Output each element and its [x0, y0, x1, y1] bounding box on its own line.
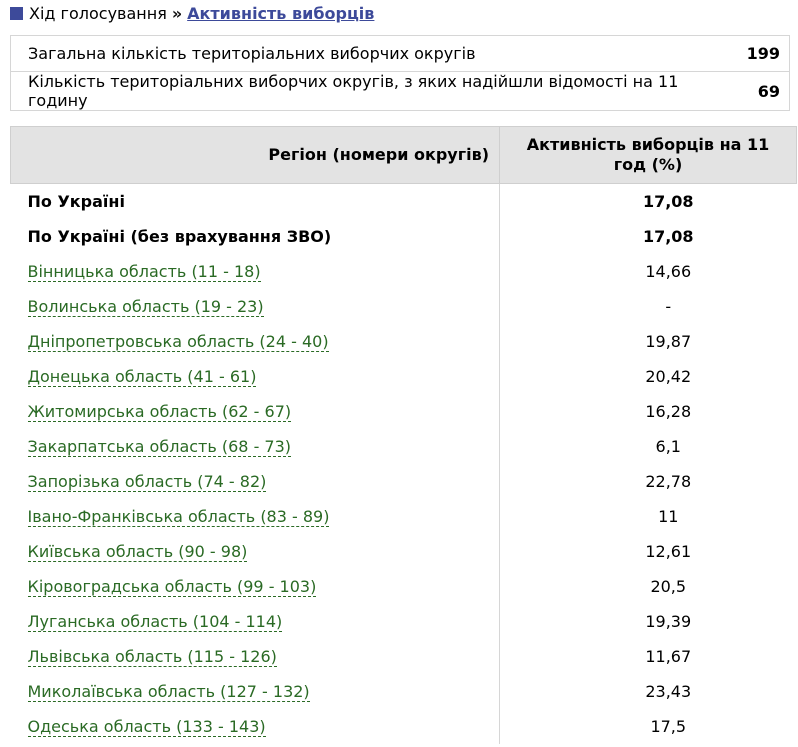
region-link[interactable]: Луганська область (104 - 114) [27, 612, 283, 632]
breadcrumb-separator-icon: » [171, 3, 183, 23]
region-cell: Донецька область (41 - 61) [11, 359, 500, 394]
region-cell: Волинська область (19 - 23) [11, 289, 500, 324]
region-cell: Одеська область (133 - 143) [11, 709, 500, 744]
region-link[interactable]: Вінницька область (11 - 18) [27, 262, 261, 282]
summary-value: 199 [729, 35, 790, 72]
region-cell: Дніпропетровська область (24 - 40) [11, 324, 500, 359]
column-header-region: Регіон (номери округів) [10, 126, 500, 184]
region-cell: Вінницька область (11 - 18) [11, 254, 500, 289]
region-link[interactable]: Івано-Франківська область (83 - 89) [27, 507, 330, 527]
table-row: Київська область (90 - 98) 12,61 [11, 534, 797, 569]
region-cell: Івано-Франківська область (83 - 89) [11, 499, 500, 534]
table-row: Донецька область (41 - 61) 20,42 [11, 359, 797, 394]
turnout-value: 11,67 [499, 639, 797, 674]
region-cell: Кіровоградська область (99 - 103) [11, 569, 500, 604]
turnout-value: - [499, 289, 797, 324]
summary-value: 69 [729, 71, 790, 111]
turnout-value: 14,66 [499, 254, 797, 289]
summary-label: Загальна кількість територіальних виборч… [9, 35, 730, 72]
breadcrumb: Хід голосування » Активність виборців [10, 2, 374, 24]
region-link[interactable]: Одеська область (133 - 143) [27, 717, 266, 737]
region-name: По Україні (без врахування ЗВО) [27, 227, 332, 246]
region-cell: Київська область (90 - 98) [11, 534, 500, 569]
table-header-row: Регіон (номери округів) Активність вибор… [10, 126, 797, 184]
table-row: Луганська область (104 - 114) 19,39 [11, 604, 797, 639]
turnout-table: Регіон (номери округів) Активність вибор… [10, 126, 797, 744]
turnout-value: 22,78 [499, 464, 797, 499]
region-cell: Закарпатська область (68 - 73) [11, 429, 500, 464]
turnout-value: 17,08 [499, 183, 797, 219]
table-row: Одеська область (133 - 143) 17,5 [11, 709, 797, 744]
table-row: Запорізька область (74 - 82) 22,78 [11, 464, 797, 499]
turnout-value: 19,87 [499, 324, 797, 359]
region-cell: Миколаївська область (127 - 132) [11, 674, 500, 709]
region-cell: Луганська область (104 - 114) [11, 604, 500, 639]
summary-label: Кількість територіальних виборчих округі… [9, 71, 730, 111]
region-cell: Житомирська область (62 - 67) [11, 394, 500, 429]
region-link[interactable]: Миколаївська область (127 - 132) [27, 682, 310, 702]
turnout-value: 20,5 [499, 569, 797, 604]
summary-table: Загальна кількість територіальних виборч… [9, 35, 790, 111]
breadcrumb-parent[interactable]: Хід голосування [29, 3, 167, 23]
region-link[interactable]: Дніпропетровська область (24 - 40) [27, 332, 329, 352]
table-row: Вінницька область (11 - 18) 14,66 [11, 254, 797, 289]
turnout-value: 23,43 [499, 674, 797, 709]
region-link[interactable]: Донецька область (41 - 61) [27, 367, 257, 387]
table-row: Івано-Франківська область (83 - 89) 11 [11, 499, 797, 534]
region-cell: Запорізька область (74 - 82) [11, 464, 500, 499]
turnout-value: 16,28 [499, 394, 797, 429]
turnout-value: 11 [499, 499, 797, 534]
region-link[interactable]: Житомирська область (62 - 67) [27, 402, 292, 422]
region-link[interactable]: Закарпатська область (68 - 73) [27, 437, 292, 457]
table-row: Закарпатська область (68 - 73) 6,1 [11, 429, 797, 464]
region-link[interactable]: Київська область (90 - 98) [27, 542, 248, 562]
breadcrumb-current[interactable]: Активність виборців [187, 3, 375, 23]
table-row: Львівська область (115 - 126) 11,67 [11, 639, 797, 674]
region-cell: Львівська область (115 - 126) [11, 639, 500, 674]
turnout-value: 20,42 [499, 359, 797, 394]
turnout-value: 17,08 [499, 219, 797, 254]
table-row: Кіровоградська область (99 - 103) 20,5 [11, 569, 797, 604]
region-link[interactable]: Волинська область (19 - 23) [27, 297, 264, 317]
table-row: Житомирська область (62 - 67) 16,28 [11, 394, 797, 429]
table-row: Волинська область (19 - 23) - [11, 289, 797, 324]
region-link[interactable]: Запорізька область (74 - 82) [27, 472, 267, 492]
turnout-value: 12,61 [499, 534, 797, 569]
region-link[interactable]: Львівська область (115 - 126) [27, 647, 277, 667]
summary-row-reported-districts: Кількість територіальних виборчих округі… [9, 71, 790, 111]
table-row: Миколаївська область (127 - 132) 23,43 [11, 674, 797, 709]
turnout-value: 19,39 [499, 604, 797, 639]
table-body: По Україні 17,08 По Україні (без врахува… [11, 183, 797, 744]
column-header-turnout: Активність виборців на 11 год (%) [499, 126, 797, 184]
table-row-total: По Україні 17,08 [11, 183, 797, 219]
turnout-value: 6,1 [499, 429, 797, 464]
region-name: По Україні [27, 192, 125, 211]
table-row-total-without-abroad: По Україні (без врахування ЗВО) 17,08 [11, 219, 797, 254]
summary-row-total-districts: Загальна кількість територіальних виборч… [9, 35, 790, 72]
turnout-value: 17,5 [499, 709, 797, 744]
region-link[interactable]: Кіровоградська область (99 - 103) [27, 577, 317, 597]
table-row: Дніпропетровська область (24 - 40) 19,87 [11, 324, 797, 359]
square-bullet-icon [10, 6, 23, 20]
